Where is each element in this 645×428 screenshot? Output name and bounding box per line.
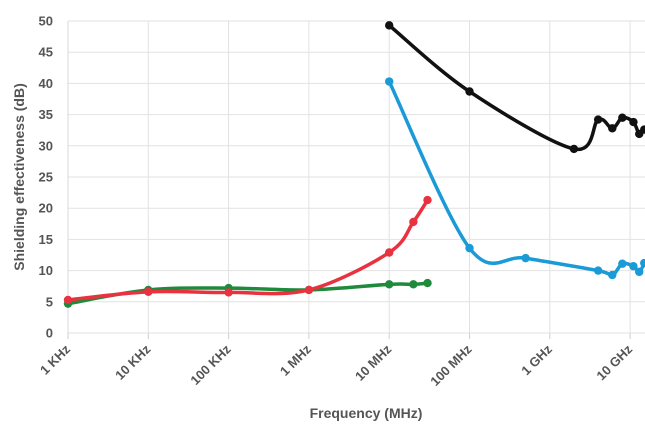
y-tick-labels: 0 5 10 15 20 25 30 35 40 45 50 [39,14,53,341]
data-point [423,278,432,288]
y-tick-label: 10 [39,263,53,278]
data-point [618,113,627,122]
x-axis-title: Frequency (MHz) [310,405,423,421]
y-tick-label: 5 [46,294,53,309]
y-tick-label: 45 [39,45,53,60]
data-point [224,288,233,297]
data-point [63,295,73,305]
x-tick-label: 10 GHz [593,341,635,383]
data-point [629,117,638,127]
y-axis-title: Shielding effectiveness (dB) [11,83,27,270]
x-tick-label: 1 MHz [277,341,315,379]
data-point [608,124,617,133]
data-point [409,217,418,227]
data-point [385,21,394,30]
data-point [608,270,617,280]
y-tick-label: 50 [39,14,53,29]
y-tick-label: 20 [39,201,53,216]
y-tick-label: 0 [46,326,53,341]
data-point [593,266,603,275]
data-point [409,280,418,289]
x-tick-label: 100 KHz [187,341,234,388]
x-tick-label: 100 MHz [427,341,475,389]
data-point [521,253,530,263]
data-point [465,87,474,96]
data-point [629,262,638,271]
data-point [618,259,627,268]
data-point [385,280,394,289]
data-point [144,287,153,297]
data-point [569,144,579,154]
y-tick-label: 40 [39,76,53,91]
series-lines [63,21,645,308]
y-tick-label: 30 [39,138,53,153]
series-line-3 [387,23,645,151]
x-tick-labels: 1 KHz 10 KHz 100 KHz 1 MHz 10 MHz 100 MHz 1 GH… [37,341,636,389]
x-tick-label: 10 KHz [112,341,154,383]
series-line-2 [387,79,645,277]
x-tick-label: 10 MHz [352,341,395,384]
y-tick-label: 15 [39,232,53,247]
y-tick-label: 35 [39,107,53,122]
data-point [635,267,644,277]
data-point [423,195,432,205]
grid [67,20,645,339]
data-point [385,248,394,257]
x-tick-label: 1 GHz [518,341,555,378]
x-tick-label: 1 KHz [37,341,73,377]
y-tick-label: 25 [39,170,53,185]
data-point [640,258,645,268]
data-point [385,77,394,86]
data-point [304,285,314,295]
data-point [465,243,474,253]
data-point [593,115,603,124]
data-point [640,125,645,134]
